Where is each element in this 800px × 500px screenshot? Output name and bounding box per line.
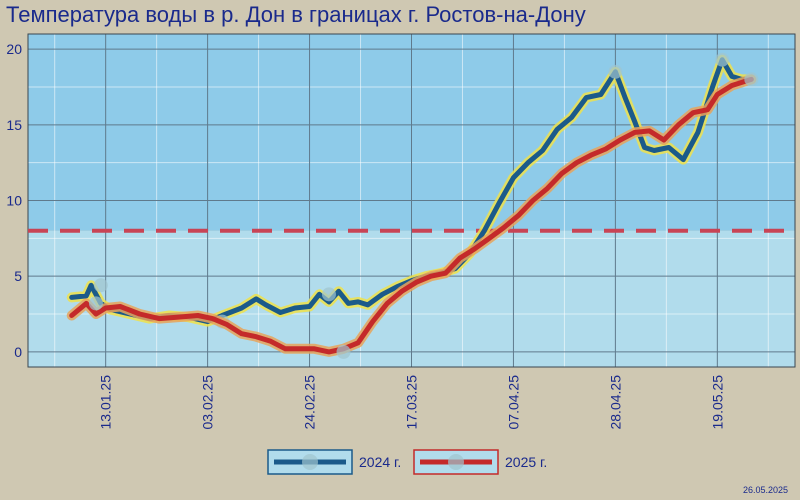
x-tick-label: 17.03.25	[404, 375, 420, 430]
series-marker	[336, 344, 351, 359]
x-tick-label: 28.04.25	[607, 375, 623, 430]
legend-item-1: 2024 г.	[267, 449, 401, 475]
series-marker	[608, 64, 623, 79]
x-tick-label: 03.02.25	[200, 375, 216, 430]
x-tick-label: 07.04.25	[505, 375, 521, 430]
x-tick-label: 19.05.25	[709, 375, 725, 430]
legend: 2024 г. 2025 г.	[267, 449, 547, 475]
grid-lines	[27, 33, 796, 368]
y-tick-label: 0	[14, 344, 22, 360]
series-layer	[66, 52, 759, 359]
x-tick-label: 13.01.25	[98, 375, 114, 430]
chart-title: Температура воды в р. Дон в границах г. …	[6, 2, 586, 27]
x-axis-ticks: 13.01.25 03.02.25 24.02.25 17.03.25 07.04.25…	[98, 375, 726, 430]
series-marker	[715, 52, 730, 67]
y-tick-label: 5	[14, 268, 22, 284]
series-line	[69, 76, 754, 355]
series-marker	[93, 278, 108, 293]
legend-item-2: 2025 г.	[413, 449, 547, 475]
legend-label: 2024 г.	[359, 454, 401, 470]
legend-swatch-marker	[448, 454, 464, 470]
y-tick-label: 15	[6, 117, 22, 133]
legend-swatch-marker	[302, 454, 318, 470]
y-tick-label: 10	[6, 193, 22, 209]
y-axis-ticks: 0 5 10 15 20	[6, 41, 22, 360]
series-marker	[744, 72, 759, 87]
plot-frame	[27, 33, 796, 368]
y-tick-label: 20	[6, 41, 22, 57]
series-marker	[321, 287, 336, 302]
series-2	[66, 72, 759, 359]
date-stamp: 26.05.2025	[742, 485, 788, 495]
series-marker	[88, 296, 103, 311]
x-tick-label: 24.02.25	[302, 375, 318, 430]
legend-label: 2025 г.	[505, 454, 547, 470]
